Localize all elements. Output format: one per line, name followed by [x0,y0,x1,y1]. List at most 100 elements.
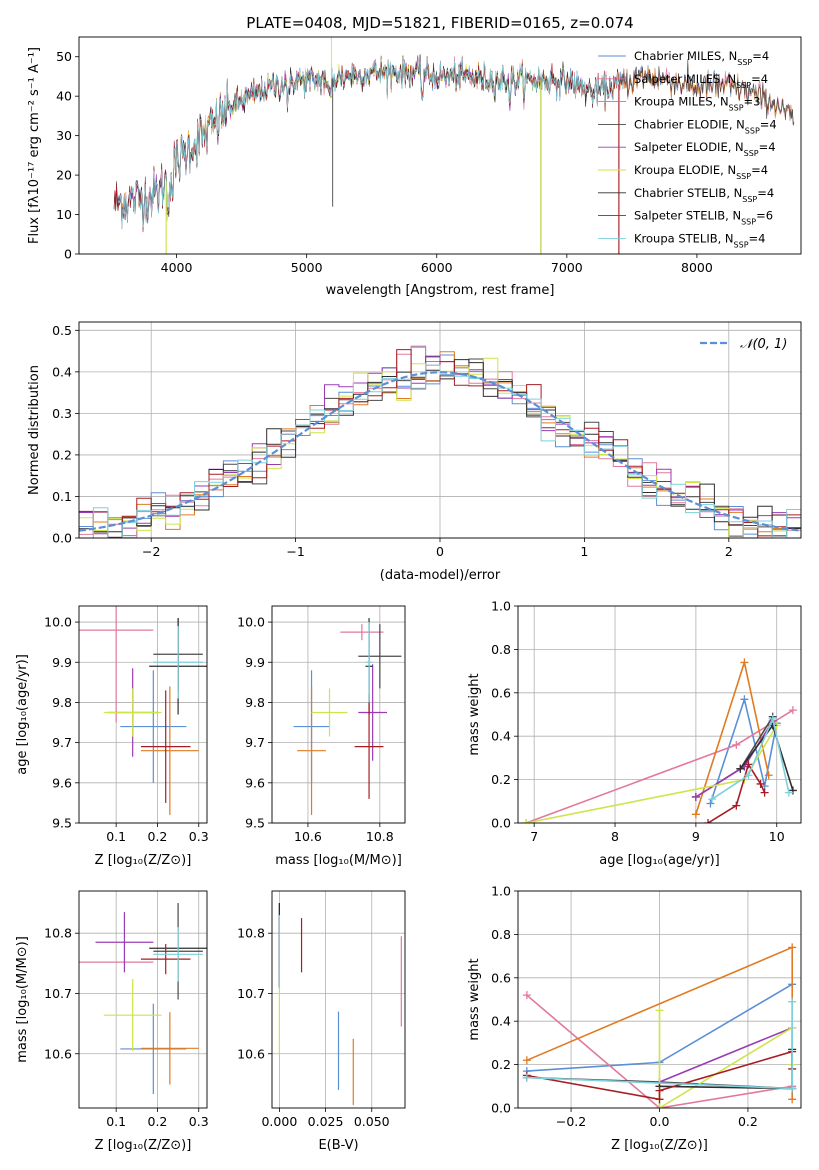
series-marker [732,801,741,810]
y-axis-label: mass [log₁₀(M/M⊙)] [15,936,30,1063]
y-tick-label: 0.8 [491,642,511,657]
errorbar-point-0 [120,1003,187,1095]
errorbar-point-7 [354,694,384,799]
points-mass_vs_Z [79,903,207,1095]
errorbar-point-5 [311,688,348,737]
errorbar-point-7 [140,944,191,975]
ticks-mass_weight_vs_age: 7 8 9 10 0.0 0.2 0.4 0.6 0.8 1.0 [491,599,801,844]
legend-value: =4 [759,140,776,154]
x-tick-label: 0.2 [148,1114,168,1129]
spectrum-series-8 [117,58,619,229]
x-axis-label: (data-model)/error [380,568,501,583]
plot-mass_vs_EBV: 0.000 0.025 0.050 10.6 10.7 10.8 E(B-V) [237,890,406,1153]
y-tick-label: 9.6 [52,775,72,790]
y-tick-label: 9.7 [245,735,265,750]
y-tick-label: 0.0 [52,531,72,546]
series-marker [691,810,700,819]
x-tick-label: 10 [769,829,785,844]
y-tick-label: 0.6 [491,685,511,700]
x-tick-label: 7000 [551,260,583,275]
errorbar-point-2 [140,1012,199,1085]
x-tick-label: 0.1 [106,829,126,844]
errorbar-point-4 [358,664,388,761]
y-tick-label: 10 [56,207,72,222]
legend-value: =4 [757,186,774,200]
y-tick-label: 10.8 [237,926,265,941]
legend-label-8: Kroupa STELIB, NSSP=4 [634,231,765,249]
legend-subscript: SSP [737,58,752,67]
y-tick-label: 9.9 [52,655,72,670]
legend-label-1: Salpeter MILES, NSSP=4 [634,72,768,90]
y-tick-label: 0.1 [52,489,72,504]
errorbar-point-7 [140,690,191,803]
series-marker [522,1073,531,1082]
legend-value: =3 [744,95,761,109]
y-tick-label: 0.8 [491,927,511,942]
y-tick-label: 0.3 [52,406,72,421]
series-marker [788,997,797,1006]
series-line-8 [711,716,790,800]
y-tick-label: 9.6 [245,775,265,790]
x-axis-label: wavelength [Angstrom, rest frame] [326,283,555,298]
legend-subscript: SSP [744,149,759,158]
series-marker [740,695,749,704]
series-marker [788,786,797,795]
y-tick-label: 10.7 [44,986,72,1001]
x-tick-label: −0.2 [556,1114,586,1129]
series-marker [522,819,531,823]
x-tick-label: 4000 [161,260,193,275]
points-age_vs_Z [79,606,207,815]
y-tick-label: 1.0 [491,599,511,614]
legend-gaussian-label: 𝒩(0, 1) [740,337,787,352]
spectrum-lines [113,37,795,254]
x-tick-label: 0.1 [106,1114,126,1129]
y-tick-label: 9.5 [52,816,72,831]
series-marker [708,795,717,804]
series-marker [736,764,745,773]
y-tick-label: 10.8 [44,926,72,941]
chart-title: PLATE=0408, MJD=51821, FIBERID=0165, z=0… [246,14,633,32]
y-tick-label: 0.4 [52,364,72,379]
x-tick-label: 10.6 [294,829,322,844]
series-marker [522,1056,531,1065]
x-tick-label: 0.2 [738,1114,758,1129]
series-marker [706,799,715,808]
ticks-mass_vs_Z: 0.1 0.2 0.3 10.6 10.7 10.8 [44,891,209,1129]
axes-frame-age_vs_mass [271,605,406,824]
x-tick-label: −1 [286,544,304,559]
y-axis-label: age [log₁₀(age/yr)] [15,654,30,775]
ticks-spectrum: 4000 5000 6000 7000 8000 0 10 20 30 40 50 [56,49,713,275]
errorbar-point-3 [358,624,402,689]
errorbar-point-2 [297,686,326,815]
axes-frame-mass_vs_EBV [271,890,406,1109]
x-tick-label: 5000 [291,260,323,275]
y-axis-label: mass weight [467,958,482,1040]
plot-mass_weight_vs_Z: −0.2 0.0 0.2 0.0 0.2 0.4 0.6 0.8 1.0 Z [log₁₀(Z/Z… [467,884,802,1153]
series-marker [704,819,713,823]
x-tick-label: 2 [725,544,733,559]
errorbar-point-2 [140,686,199,815]
x-tick-label: 1 [580,544,588,559]
x-tick-label: 0.000 [261,1114,297,1129]
series-marker [788,706,797,715]
legend-text: Salpeter MILES, N [634,72,736,86]
ticks-mass_vs_EBV: 0.000 0.025 0.050 10.6 10.7 10.8 [237,891,405,1129]
errorbar-point-8 [153,626,203,699]
points-mass_vs_EBV [278,903,402,1105]
series-marker [760,788,769,797]
y-tick-label: 9.9 [245,655,265,670]
x-tick-label: 0.3 [189,829,209,844]
legend-value: =6 [756,209,773,223]
histogram-step-8 [79,364,801,538]
x-tick-label: 0 [436,544,444,559]
series-mass_weight_vs_age [522,658,797,823]
plot-age_vs_mass: 10.6 10.8 9.5 9.6 9.7 9.8 9.9 10.0 mass [log₁₀(M… [237,605,406,868]
series-marker [522,991,531,1000]
series-marker [655,1086,664,1095]
legend-subscript: SSP [736,80,751,89]
legend-subscript: SSP [742,194,757,203]
y-tick-label: 10.0 [44,615,72,630]
axes-frame-mass_weight_vs_age [517,605,802,824]
legend-text: Salpeter ELODIE, N [634,140,744,154]
